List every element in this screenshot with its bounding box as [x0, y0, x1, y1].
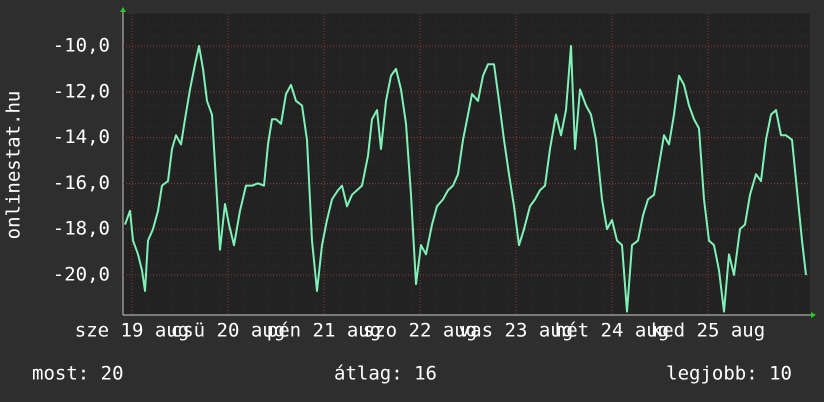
footer-best: legjobb: 10 [666, 363, 792, 385]
y-tick-label: -12,0 [53, 80, 110, 102]
footer-current: most: 20 [32, 363, 124, 385]
minor-grid [123, 13, 810, 315]
x-tick-label: csü 20 aug [171, 320, 285, 342]
x-tick-label: hét 24 aug [555, 320, 669, 342]
x-tick-label: vas 23 aug [459, 320, 573, 342]
y-axis-label: onlinestat.hu [3, 91, 25, 240]
y-tick-label: -10,0 [53, 34, 110, 56]
y-tick-label: -20,0 [53, 263, 110, 285]
y-tick-label: -18,0 [53, 218, 110, 240]
x-tick-label: pén 21 aug [267, 320, 381, 342]
x-tick-label: ked 25 aug [651, 320, 765, 342]
axis-arrow [811, 312, 816, 318]
axis-arrow [120, 7, 126, 12]
data-line [124, 44, 807, 313]
footer-average: átlag: 16 [334, 363, 437, 385]
y-tick-label: -14,0 [53, 126, 110, 148]
y-tick-label: -16,0 [53, 172, 110, 194]
x-tick-label: szo 22 aug [363, 320, 477, 342]
x-tick-label: sze 19 aug [75, 320, 189, 342]
